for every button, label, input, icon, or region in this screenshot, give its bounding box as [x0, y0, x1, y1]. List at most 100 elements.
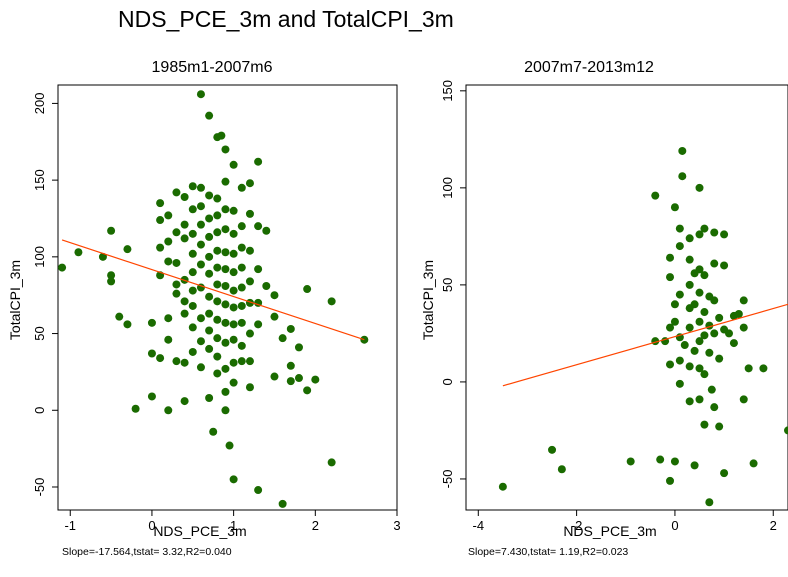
- data-point: [720, 469, 729, 478]
- data-point: [213, 228, 222, 237]
- data-point: [270, 312, 279, 321]
- data-point: [700, 331, 709, 340]
- data-point: [700, 308, 709, 317]
- data-point: [205, 344, 214, 353]
- data-point: [270, 291, 279, 300]
- data-point: [123, 245, 132, 254]
- data-point: [196, 220, 205, 229]
- x-tick-label: 1: [230, 518, 237, 533]
- data-point: [262, 281, 271, 290]
- data-point: [229, 358, 238, 367]
- data-point: [685, 323, 694, 332]
- data-point: [675, 224, 684, 233]
- data-point: [156, 216, 165, 225]
- data-point: [548, 445, 557, 454]
- x-axis-label: NDS_PCE_3m: [563, 523, 656, 539]
- data-point: [213, 194, 222, 203]
- data-point: [221, 318, 230, 327]
- data-point: [666, 253, 675, 262]
- data-point: [229, 268, 238, 277]
- data-point: [213, 315, 222, 324]
- data-point: [685, 397, 694, 406]
- y-tick-label: 50: [440, 278, 455, 292]
- data-point: [254, 222, 263, 231]
- data-point: [213, 352, 222, 361]
- data-point: [675, 356, 684, 365]
- data-point: [286, 324, 295, 333]
- data-point: [759, 364, 768, 373]
- data-point: [254, 320, 263, 329]
- data-point: [678, 146, 687, 155]
- data-point: [164, 237, 173, 246]
- data-point: [695, 183, 704, 192]
- data-point: [188, 301, 197, 310]
- y-tick-label: 200: [32, 93, 47, 115]
- data-point: [710, 403, 719, 412]
- data-point: [213, 246, 222, 255]
- data-point: [172, 188, 181, 197]
- data-point: [739, 395, 748, 404]
- data-point: [237, 243, 246, 252]
- data-point: [254, 157, 263, 166]
- data-point: [690, 461, 699, 470]
- data-point: [700, 370, 709, 379]
- data-point: [557, 465, 566, 474]
- data-point: [245, 277, 254, 286]
- data-point: [229, 160, 238, 169]
- y-tick-label: 100: [32, 246, 47, 268]
- data-point: [196, 314, 205, 323]
- data-point: [700, 271, 709, 280]
- data-point: [245, 179, 254, 188]
- data-point: [196, 202, 205, 211]
- data-point: [705, 348, 714, 357]
- data-point: [180, 309, 189, 318]
- x-tick-label: 2: [312, 518, 319, 533]
- data-point: [278, 499, 287, 508]
- data-point: [715, 313, 724, 322]
- data-point: [221, 177, 230, 186]
- data-point: [695, 337, 704, 346]
- data-point: [221, 205, 230, 214]
- data-point: [188, 347, 197, 356]
- data-point: [670, 317, 679, 326]
- data-point: [675, 379, 684, 388]
- data-point: [188, 323, 197, 332]
- data-point: [237, 263, 246, 272]
- data-point: [221, 145, 230, 154]
- data-point: [784, 426, 788, 435]
- data-point: [715, 354, 724, 363]
- data-point: [164, 335, 173, 344]
- data-point: [188, 249, 197, 258]
- data-point: [213, 280, 222, 289]
- data-point: [188, 182, 197, 191]
- data-point: [209, 427, 218, 436]
- x-tick-label: 0: [148, 518, 155, 533]
- data-point: [710, 228, 719, 237]
- data-point: [221, 248, 230, 257]
- data-point: [695, 317, 704, 326]
- data-point: [695, 288, 704, 297]
- data-point: [254, 486, 263, 495]
- x-axis-label: NDS_PCE_3m: [153, 523, 246, 539]
- data-point: [221, 387, 230, 396]
- data-point: [98, 252, 107, 261]
- data-point: [156, 354, 165, 363]
- data-point: [720, 261, 729, 270]
- data-point: [213, 263, 222, 272]
- data-point: [196, 337, 205, 346]
- data-point: [666, 323, 675, 332]
- data-point: [739, 296, 748, 305]
- scatter-panel-2007-2013: 2007m7-2013m12 NDS_PCE_3m TotalCPI_3m Sl…: [420, 59, 788, 558]
- data-point: [221, 300, 230, 309]
- data-point: [237, 341, 246, 350]
- data-point: [656, 455, 665, 464]
- data-point: [172, 258, 181, 267]
- data-point: [213, 297, 222, 306]
- data-point: [678, 172, 687, 181]
- data-point: [685, 362, 694, 371]
- data-point: [685, 280, 694, 289]
- data-point: [225, 441, 234, 450]
- data-point: [213, 334, 222, 343]
- data-point: [180, 193, 189, 202]
